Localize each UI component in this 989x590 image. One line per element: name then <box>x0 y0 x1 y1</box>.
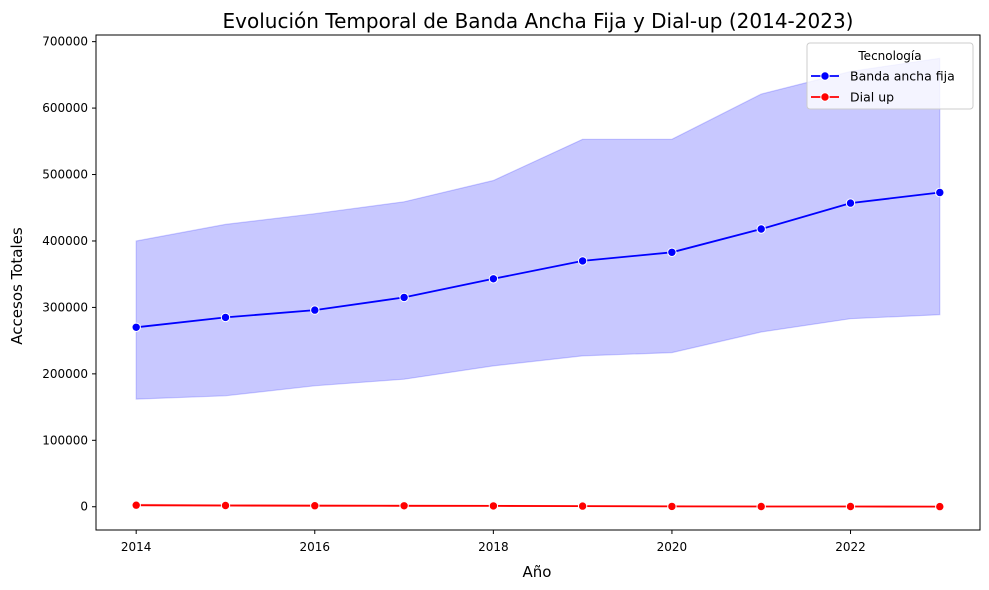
y-tick-label: 300000 <box>42 300 88 314</box>
series-line-0 <box>136 191 940 329</box>
y-tick-label: 600000 <box>42 101 88 115</box>
series-line-1 <box>136 504 940 508</box>
data-point <box>667 247 677 258</box>
x-tick-label: 2018 <box>478 540 509 554</box>
confidence-band-0 <box>135 57 941 400</box>
data-point <box>667 501 677 512</box>
legend: Tecnología Banda ancha fija Dial up <box>806 42 974 110</box>
y-tick-label: 100000 <box>42 433 88 447</box>
legend-box <box>806 42 974 110</box>
data-point <box>399 501 409 511</box>
data-point <box>756 501 766 512</box>
data-point <box>845 501 856 512</box>
axes-frame <box>95 34 981 531</box>
data-point <box>577 501 588 511</box>
x-tick-label: 2014 <box>121 540 152 554</box>
y-tick-label: 400000 <box>42 234 88 248</box>
data-point <box>488 274 499 284</box>
data-point <box>845 198 856 208</box>
x-tick-label: 2022 <box>835 540 866 554</box>
y-tick-label: 700000 <box>42 35 88 49</box>
legend-swatch-marker <box>820 92 830 102</box>
x-axis-label: Año <box>523 563 552 581</box>
chart-title: Evolución Temporal de Banda Ancha Fija y… <box>223 9 854 33</box>
data-point <box>220 500 231 511</box>
data-point <box>131 322 141 332</box>
y-tick-label: 0 <box>80 500 88 514</box>
x-tick-label: 2020 <box>657 540 688 554</box>
y-tick-label: 500000 <box>42 168 88 182</box>
data-point <box>310 305 320 315</box>
data-point <box>488 501 499 511</box>
x-tick-label: 2016 <box>299 540 330 554</box>
data-point <box>935 187 945 198</box>
legend-swatch-marker <box>820 71 830 81</box>
data-point <box>756 224 766 234</box>
legend-entry-label: Banda ancha fija <box>850 69 955 84</box>
data-point <box>310 501 320 511</box>
data-point <box>399 292 409 303</box>
y-tick-label: 200000 <box>42 367 88 381</box>
data-point <box>220 312 231 323</box>
legend-title: Tecnología <box>857 49 921 63</box>
data-point <box>935 501 945 512</box>
data-point <box>131 500 141 510</box>
y-axis-label: Accesos Totales <box>8 227 26 345</box>
legend-entry-label: Dial up <box>850 90 894 105</box>
data-point <box>577 256 588 266</box>
plot-area: 2014 2016 2018 2020 2022 0 100000 200000 300000 4… <box>42 34 981 554</box>
